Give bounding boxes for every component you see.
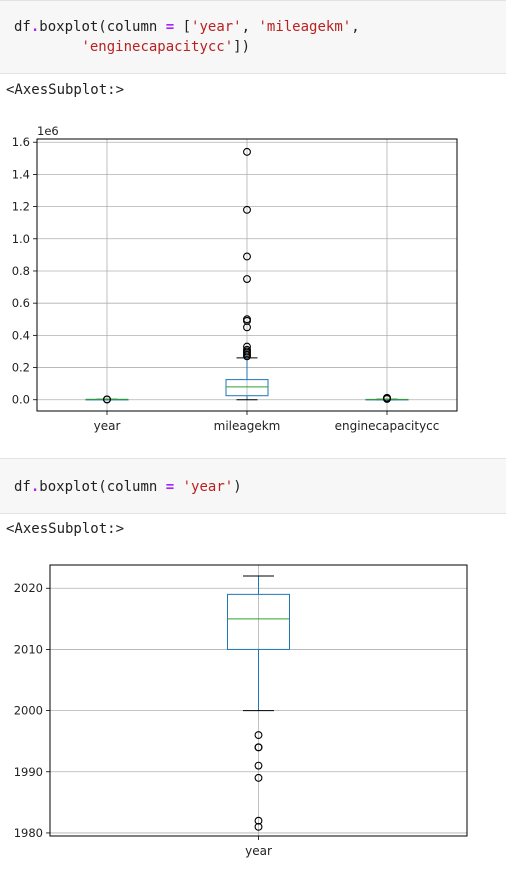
- flier-point: [103, 395, 111, 404]
- ytick-label: 2020: [14, 581, 43, 595]
- flier-point: [243, 275, 251, 283]
- flier-point: [243, 315, 251, 324]
- offset-label: 1e6: [37, 124, 59, 138]
- flier-point: [254, 816, 263, 825]
- flier-point: [254, 773, 263, 782]
- xtick-label: year: [94, 419, 121, 433]
- ytick-label: 0.2: [12, 361, 30, 375]
- ytick-label: 0.8: [12, 264, 30, 278]
- flier-point: [254, 822, 263, 831]
- code-line-2: 'enginecapacitycc']): [81, 39, 251, 55]
- output-text-1: <AxesSubplot:>: [6, 82, 125, 98]
- flier-point: [243, 205, 251, 214]
- xtick-label: year: [245, 844, 272, 858]
- flier-point: [254, 761, 263, 770]
- flier-point: [243, 252, 251, 261]
- axes-frame: [49, 564, 468, 837]
- flier-point: [254, 731, 263, 740]
- ytick-label: 1.6: [12, 135, 30, 149]
- output-text-2: <AxesSubplot:>: [6, 521, 125, 537]
- ytick-label: 1980: [14, 826, 43, 840]
- ytick-label: 1.2: [12, 200, 30, 214]
- flier-point: [243, 345, 251, 354]
- axes-frame: [36, 138, 458, 412]
- code-cell-2[interactable]: df.boxplot(column = 'year'): [0, 458, 506, 514]
- boxplot-chart-2: 1980 1990 2000 2010 2020 year: [14, 564, 468, 858]
- box-iqr: [227, 593, 290, 650]
- ytick-label: 2000: [14, 704, 43, 718]
- flier-point: [383, 393, 391, 402]
- ytick-label: 0.0: [12, 393, 30, 407]
- code-line-1: df.boxplot(column = ['year', 'mileagekm'…: [14, 19, 360, 35]
- ytick-label: 1.4: [12, 167, 30, 181]
- code-editor-2[interactable]: df.boxplot(column = 'year'): [0, 459, 506, 497]
- code-editor-1[interactable]: df.boxplot(column = ['year', 'mileagekm'…: [0, 1, 506, 57]
- flier-point: [243, 147, 251, 156]
- flier-point: [254, 743, 263, 752]
- xtick-label: enginecapacitycc: [335, 419, 440, 433]
- ytick-label: 0.4: [12, 328, 30, 342]
- ytick-label: 2010: [14, 642, 43, 656]
- xtick-label: mileagekm: [214, 419, 281, 433]
- code-cell-1[interactable]: df.boxplot(column = ['year', 'mileagekm'…: [0, 0, 506, 74]
- box-iqr: [225, 379, 269, 397]
- ytick-label: 1.0: [12, 232, 30, 246]
- ytick-label: 0.6: [12, 296, 30, 310]
- flier-point: [243, 342, 251, 351]
- code-line-3: df.boxplot(column = 'year'): [14, 479, 242, 495]
- ytick-label: 1990: [14, 765, 43, 779]
- boxplot-chart-1: 0.0 0.2 0.4 0.6 0.8 1.0 1.2 1.4 1.6 year mileagekm…: [12, 124, 458, 433]
